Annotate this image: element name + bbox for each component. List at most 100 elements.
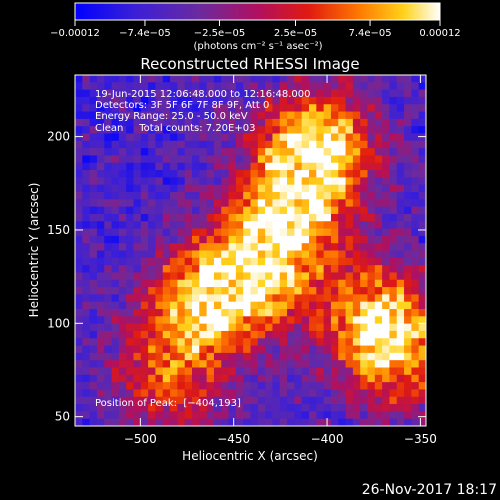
heatmap-cell bbox=[338, 396, 346, 405]
heatmap-cell bbox=[309, 323, 317, 332]
heatmap-cell bbox=[82, 374, 91, 383]
heatmap-cell bbox=[213, 257, 222, 266]
heatmap-cell bbox=[140, 257, 149, 266]
heatmap-cell bbox=[265, 75, 273, 83]
heatmap-cell bbox=[323, 228, 332, 237]
heatmap-cell bbox=[148, 243, 156, 251]
heatmap-cell bbox=[389, 213, 398, 222]
heatmap-cell bbox=[316, 192, 325, 200]
heatmap-cell bbox=[155, 104, 164, 112]
heatmap-cell bbox=[206, 257, 215, 266]
heatmap-cell bbox=[96, 287, 105, 295]
heatmap-cell bbox=[374, 118, 383, 127]
heatmap-cell bbox=[148, 140, 156, 149]
heatmap-cell bbox=[265, 140, 273, 149]
heatmap-cell bbox=[323, 82, 332, 91]
heatmap-cell bbox=[250, 411, 259, 420]
heatmap-cell bbox=[265, 316, 273, 325]
heatmap-cell bbox=[367, 250, 376, 259]
heatmap-cell bbox=[118, 287, 127, 295]
heatmap-cell bbox=[162, 360, 171, 368]
heatmap-cell bbox=[352, 418, 361, 427]
heatmap-cell bbox=[111, 374, 120, 383]
heatmap-cell bbox=[279, 177, 288, 186]
heatmap-cell bbox=[352, 257, 361, 266]
heatmap-cell bbox=[257, 82, 266, 91]
heatmap-cell bbox=[389, 148, 398, 156]
heatmap-cell bbox=[111, 89, 120, 98]
heatmap-cell bbox=[118, 221, 127, 229]
heatmap-cell bbox=[111, 235, 120, 244]
heatmap-cell bbox=[162, 323, 171, 332]
heatmap-cell bbox=[382, 89, 390, 98]
heatmap-cell bbox=[382, 316, 390, 325]
heatmap-cell bbox=[345, 162, 354, 171]
heatmap-cell bbox=[170, 279, 178, 288]
heatmap-cell bbox=[367, 206, 376, 215]
heatmap-cell bbox=[367, 162, 376, 171]
heatmap-cell bbox=[374, 206, 383, 215]
heatmap-cell bbox=[213, 170, 222, 178]
heatmap-cell bbox=[360, 382, 368, 390]
heatmap-cell bbox=[404, 82, 412, 91]
heatmap-cell bbox=[345, 199, 354, 208]
heatmap-cell bbox=[360, 374, 368, 383]
heatmap-cell bbox=[89, 170, 98, 178]
heatmap-cell bbox=[221, 221, 229, 229]
heatmap-cell bbox=[367, 228, 376, 237]
heatmap-cell bbox=[382, 140, 390, 149]
heatmap-cell bbox=[75, 206, 83, 215]
heatmap-cell bbox=[75, 228, 83, 237]
heatmap-cell bbox=[287, 133, 295, 142]
heatmap-cell bbox=[192, 126, 200, 134]
heatmap-cell bbox=[89, 301, 98, 310]
heatmap-cell bbox=[243, 75, 251, 83]
heatmap-cell bbox=[118, 250, 127, 259]
heatmap-cell bbox=[155, 272, 164, 281]
heatmap-cell bbox=[162, 75, 171, 83]
heatmap-cell bbox=[162, 418, 171, 427]
heatmap-cell bbox=[396, 309, 405, 317]
heatmap-cell bbox=[250, 309, 259, 317]
heatmap-cell bbox=[279, 272, 288, 281]
heatmap-cell bbox=[133, 243, 142, 251]
heatmap-cell bbox=[148, 155, 156, 164]
heatmap-cell bbox=[243, 96, 251, 105]
heatmap-cell bbox=[82, 257, 91, 266]
heatmap-cell bbox=[316, 418, 325, 427]
heatmap-cell bbox=[360, 279, 368, 288]
heatmap-cell bbox=[330, 206, 339, 215]
heatmap-cell bbox=[140, 243, 149, 251]
heatmap-cell bbox=[199, 213, 208, 222]
heatmap-cell bbox=[367, 235, 376, 244]
heatmap-cell bbox=[155, 367, 164, 376]
heatmap-cell bbox=[75, 309, 83, 317]
heatmap-cell bbox=[140, 140, 149, 149]
heatmap-cell bbox=[228, 323, 237, 332]
heatmap-cell bbox=[411, 75, 420, 83]
heatmap-cell bbox=[345, 257, 354, 266]
heatmap-cell bbox=[148, 96, 156, 105]
heatmap-cell bbox=[243, 140, 251, 149]
heatmap-cell bbox=[177, 345, 186, 354]
heatmap-cell bbox=[177, 133, 186, 142]
heatmap-cell bbox=[192, 396, 200, 405]
heatmap-cell bbox=[221, 250, 229, 259]
heatmap-cell bbox=[213, 345, 222, 354]
heatmap-cell bbox=[389, 301, 398, 310]
heatmap-cell bbox=[279, 301, 288, 310]
heatmap-cell bbox=[243, 89, 251, 98]
heatmap-cell bbox=[96, 250, 105, 259]
heatmap-cell bbox=[228, 316, 237, 325]
heatmap-cell bbox=[82, 199, 91, 208]
heatmap-cell bbox=[162, 213, 171, 222]
heatmap-cell bbox=[75, 411, 83, 420]
heatmap-cell bbox=[309, 235, 317, 244]
heatmap-cell bbox=[287, 367, 295, 376]
heatmap-cell bbox=[133, 396, 142, 405]
heatmap-cell bbox=[404, 257, 412, 266]
heatmap-cell bbox=[396, 118, 405, 127]
heatmap-cell bbox=[389, 221, 398, 229]
heatmap-cell bbox=[374, 382, 383, 390]
heatmap-cell bbox=[104, 75, 112, 83]
